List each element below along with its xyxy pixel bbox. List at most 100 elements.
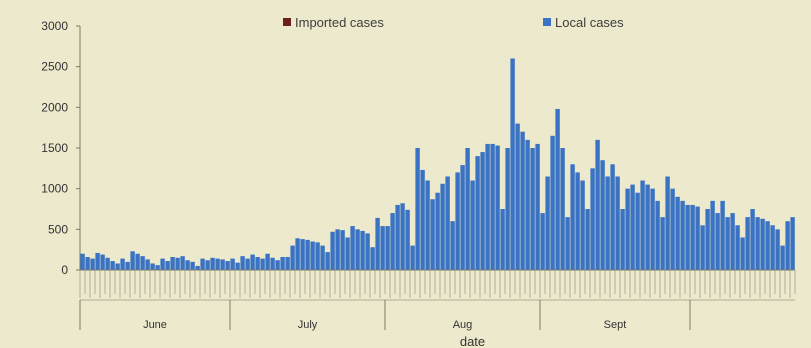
bar-local (235, 262, 240, 270)
bar-local (115, 263, 120, 270)
bar-local (320, 245, 325, 270)
bar-local (220, 259, 225, 270)
bar-local (780, 245, 785, 270)
bar-local (675, 196, 680, 270)
bar-local (85, 256, 90, 270)
bar-local (485, 143, 490, 270)
bar-local (725, 217, 730, 270)
bar-local (475, 156, 480, 270)
bar-local (230, 258, 235, 270)
bar-local (160, 258, 165, 270)
bar-local (95, 252, 100, 270)
bar-local (755, 217, 760, 270)
month-label: Aug (453, 319, 473, 331)
bar-local (655, 200, 660, 270)
bar-local (450, 221, 455, 270)
y-tick-label: 500 (48, 222, 68, 236)
bar-local (640, 180, 645, 270)
legend-imported: Imported cases (283, 13, 384, 31)
bar-local (660, 217, 665, 270)
bar-local (685, 204, 690, 270)
legend-local-swatch (543, 18, 551, 26)
bar-local (470, 180, 475, 270)
bar-local (415, 148, 420, 270)
bar-local (285, 256, 290, 270)
bar-local (190, 261, 195, 270)
y-tick-label: 1000 (41, 182, 68, 196)
bar-local (305, 239, 310, 270)
bar-local (775, 229, 780, 270)
y-tick-label: 3000 (41, 19, 68, 33)
bar-local (430, 199, 435, 270)
bar-local (785, 221, 790, 270)
x-axis-title: date (460, 334, 485, 348)
bar-local (690, 204, 695, 270)
bar-local (80, 253, 85, 270)
bar-local (100, 254, 105, 270)
bar-local (700, 225, 705, 270)
bar-local (530, 148, 535, 270)
bar-local (595, 139, 600, 270)
bar-local (390, 213, 395, 270)
bar-local (605, 176, 610, 270)
bar-local (250, 254, 255, 270)
bar-local (245, 258, 250, 270)
bar-local (380, 226, 385, 270)
bar-local (765, 221, 770, 270)
bar-local (270, 257, 275, 270)
bar-local (385, 226, 390, 270)
bar-local (710, 200, 715, 270)
bar-local (330, 231, 335, 270)
bar-local (735, 225, 740, 270)
bar-local (325, 252, 330, 270)
bar-local (650, 188, 655, 270)
bar-local (555, 108, 560, 271)
bar-local (360, 230, 365, 270)
bar-local (335, 229, 340, 270)
bar-local (740, 237, 745, 270)
bar-local (340, 230, 345, 270)
bar-local (170, 256, 175, 270)
bar-local (620, 209, 625, 270)
bar-local (440, 183, 445, 270)
bar-local (625, 188, 630, 270)
legend-imported-swatch (283, 18, 291, 26)
bar-local (480, 152, 485, 270)
bar-local (600, 160, 605, 270)
bar-local (180, 256, 185, 270)
bar-local (635, 192, 640, 270)
bar-local (145, 259, 150, 270)
bar-local (520, 131, 525, 270)
bar-local (645, 184, 650, 270)
bar-local (215, 258, 220, 270)
bar-local (155, 265, 160, 270)
bar-local (265, 253, 270, 270)
bar-local (425, 180, 430, 270)
bar-local (590, 168, 595, 270)
bar-local (195, 265, 200, 270)
bar-local (405, 209, 410, 270)
bar-local (290, 245, 295, 270)
bar-local (275, 260, 280, 270)
bar-local (680, 200, 685, 270)
bar-local (665, 176, 670, 270)
bar-local (445, 176, 450, 270)
bar-local (90, 258, 95, 270)
bar-local (540, 213, 545, 270)
bar-local (615, 176, 620, 270)
bar-local (395, 204, 400, 270)
bar-local (150, 263, 155, 270)
bar-local (225, 261, 230, 270)
bar-local (295, 238, 300, 270)
bar-local (365, 233, 370, 270)
bar-local (585, 209, 590, 270)
bar-local (670, 188, 675, 270)
bar-local (465, 148, 470, 270)
bar-local (715, 213, 720, 270)
y-tick-label: 0 (61, 263, 68, 277)
bar-local (705, 209, 710, 270)
bar-local (280, 256, 285, 270)
month-label: Sept (604, 319, 627, 331)
bar-local (400, 203, 405, 270)
